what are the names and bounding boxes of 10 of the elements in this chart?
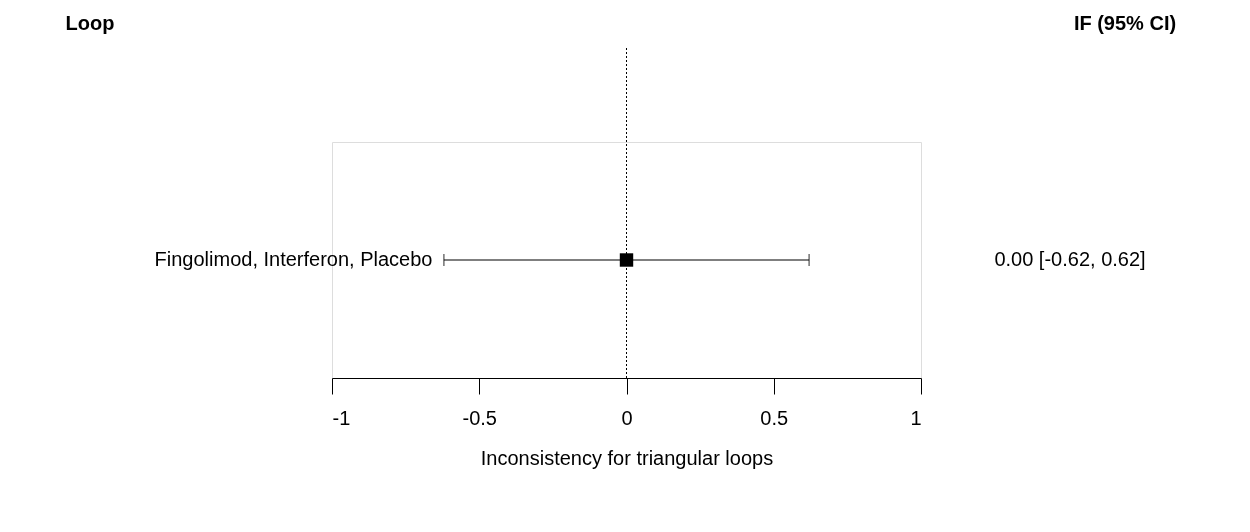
- x-tick-label: 0.5: [760, 406, 789, 429]
- x-axis-title: Inconsistency for triangular loops: [480, 446, 774, 469]
- x-tick-label: 1: [910, 406, 922, 429]
- text: IF (95% CI): [1073, 12, 1177, 34]
- text: 0.00 [-0.62, 0.62]: [994, 248, 1146, 270]
- x-tick-label: -0.5: [462, 406, 497, 429]
- y-tick-label: Fingolimod, Interferon, Placebo: [154, 248, 433, 270]
- text: Loop: [65, 12, 115, 34]
- x-tick-label: 0: [621, 406, 633, 429]
- x-tick-label: -1: [332, 406, 351, 429]
